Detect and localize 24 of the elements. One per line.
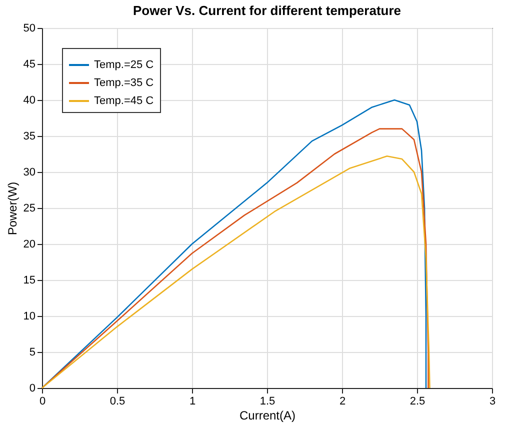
y-tick-label: 0 [29,382,36,394]
x-tick-label: 3 [489,396,496,408]
legend-label: Temp.=25 C [94,59,154,71]
chart-title: Power Vs. Current for different temperature [133,3,401,18]
legend-label: Temp.=45 C [94,95,154,107]
x-tick-label: 1 [189,396,196,408]
y-tick-label: 30 [23,166,36,178]
y-tick-label: 20 [23,238,36,250]
legend-label: Temp.=35 C [94,77,154,89]
x-tick-label: 1.5 [260,396,276,408]
y-tick-label: 25 [23,202,36,214]
x-tick-label: 2.5 [410,396,426,408]
y-tick-label: 5 [29,346,36,358]
x-axis-title: Current(A) [239,408,296,422]
y-tick-label: 35 [23,130,36,142]
x-tick-label: 0 [39,396,46,408]
y-tick-label: 40 [23,94,36,106]
x-tick-label: 2 [339,396,346,408]
x-tick-label: 0.5 [110,396,126,408]
y-tick-label: 10 [23,310,36,322]
y-axis-title: Power(W) [5,182,20,236]
y-tick-label: 45 [23,58,36,70]
y-tick-label: 15 [23,274,36,286]
y-tick-label: 50 [23,22,36,34]
